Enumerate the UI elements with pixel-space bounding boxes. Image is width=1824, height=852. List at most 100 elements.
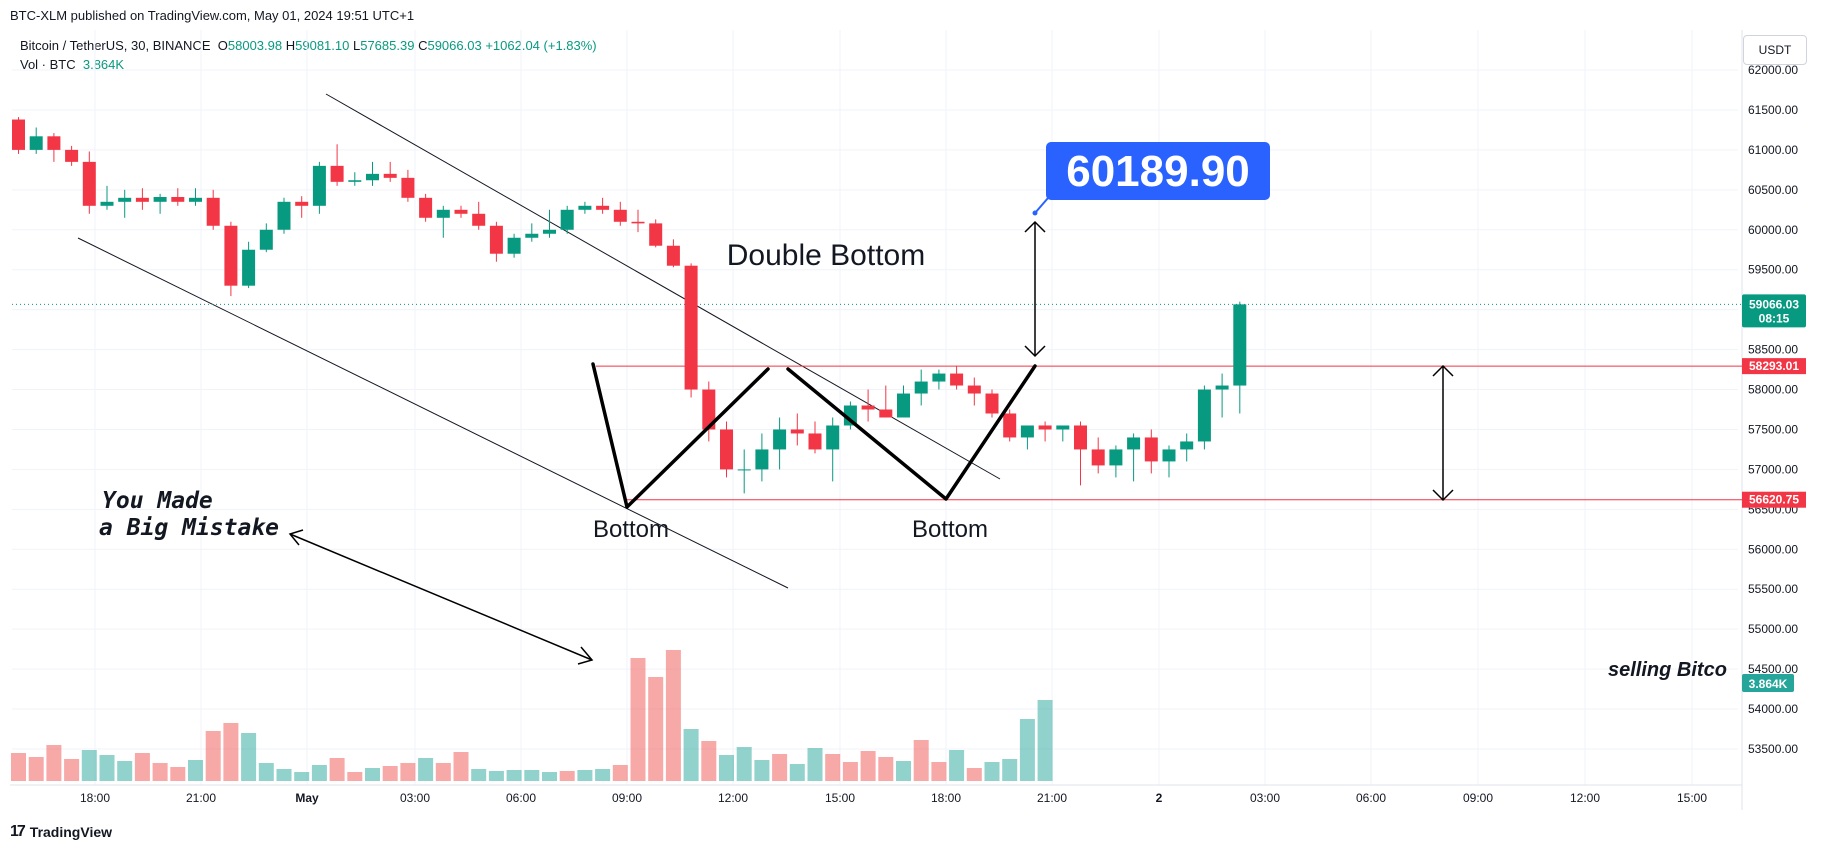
volume-bar [931,762,947,781]
candle-body [613,209,627,222]
level-tag [1742,358,1806,375]
volume-bar [134,753,150,781]
mistake-label-line2: a Big Mistake [99,515,279,541]
open-label: O [217,38,228,53]
volume-bar [966,768,982,781]
volume-bar [807,748,823,781]
price-tick-label: 55500.00 [1748,582,1798,596]
candle-body [543,229,556,234]
volume-bar [719,755,734,781]
symbol-title[interactable]: Bitcoin / TetherUS, 30, BINANCE [20,38,211,53]
candle-body [189,197,202,202]
volume-bar [772,754,788,781]
time-tick-label: 18:00 [931,791,961,805]
candle-body [242,249,256,286]
volume-bar [524,770,540,781]
volume-bar [577,770,593,781]
mistake-label-line1: You Made [102,488,213,514]
callout-pointer [1034,197,1049,214]
volume-bar [754,760,770,781]
level-tag [1742,491,1806,508]
volume-legend: Vol · BTC 3.864K [20,57,124,72]
price-tick-label: 54000.00 [1748,702,1798,716]
price-tick-label: 62000.00 [1748,63,1798,77]
target-price-label: 60189.90 [1066,147,1250,196]
candle-body [454,209,468,214]
volume-bar [471,769,487,781]
candle-body [1091,449,1105,466]
grid [10,30,1743,810]
volume-bar [896,761,911,781]
candle-body [1162,449,1176,462]
volume-bar [170,767,186,781]
volume-bar [612,765,628,781]
candle-body [843,405,857,426]
volume-bar [648,677,664,781]
volume-legend-label[interactable]: Vol · BTC [20,57,76,72]
candle-body [879,409,893,418]
candle-body [1197,389,1211,442]
currency-button[interactable]: USDT [1743,35,1807,65]
price-tick-label: 60000.00 [1748,223,1798,237]
candle-body [596,205,610,210]
candle-body [1144,437,1158,462]
time-tick-label: 03:00 [400,791,430,805]
candle-body [100,201,114,206]
volume-bar [559,771,575,781]
volume-bar [1037,700,1053,781]
volume-bar [789,764,805,781]
target-arrow-head-up [1024,220,1046,233]
candle-body [1074,425,1087,450]
last-price-tag [1742,294,1806,328]
candle-body [932,373,946,382]
candle-body [950,373,964,386]
bottom-label: Bottom [912,516,988,543]
price-tick-label: 58000.00 [1748,383,1798,397]
channel-lines [77,93,1001,589]
candle-body [401,177,415,198]
volume-bar [595,769,611,781]
candle-body [277,201,291,230]
volume-bar [630,658,646,781]
candle-body [312,165,326,206]
candle-body [419,197,433,218]
volume-bar [311,765,327,781]
price-tick-label: 54500.00 [1748,662,1798,676]
price-tick-label: 61000.00 [1748,143,1798,157]
height-arrow-head-up [1432,364,1454,377]
candle-body [383,173,397,178]
volume-bar [205,731,221,781]
candle-body [1109,449,1123,466]
price-tick-label: 57500.00 [1748,422,1798,436]
tradingview-logo[interactable]: 17 TradingView [10,823,112,841]
time-tick-label: 03:00 [1250,791,1280,805]
candle-body [737,469,751,471]
time-tick-label: 12:00 [718,791,748,805]
close-label: C [418,38,428,53]
candle-body [897,393,910,418]
price-tick-label: 56000.00 [1748,542,1798,556]
height-arrow-head-down [1432,489,1454,502]
candle-body [755,449,769,470]
volume-bar [435,763,451,781]
candle-body [578,205,592,210]
volume-bar [949,750,965,781]
candle-body [1180,441,1194,450]
volume-bar [860,751,876,781]
target-callout [1046,142,1270,200]
volume-bar [542,772,557,781]
candle-body [525,233,539,238]
candle-body [1056,425,1070,430]
volume-bar [488,771,504,781]
volume-bar [99,755,115,781]
candle-body [914,381,928,394]
channel-upper-line [325,93,1001,480]
candle-body [65,149,79,162]
candle-body [259,229,273,250]
candle-body [171,197,185,202]
volume-bar [28,757,44,781]
volume-bar [276,769,292,781]
candle-body [12,119,25,150]
volume-tag [1742,674,1794,692]
